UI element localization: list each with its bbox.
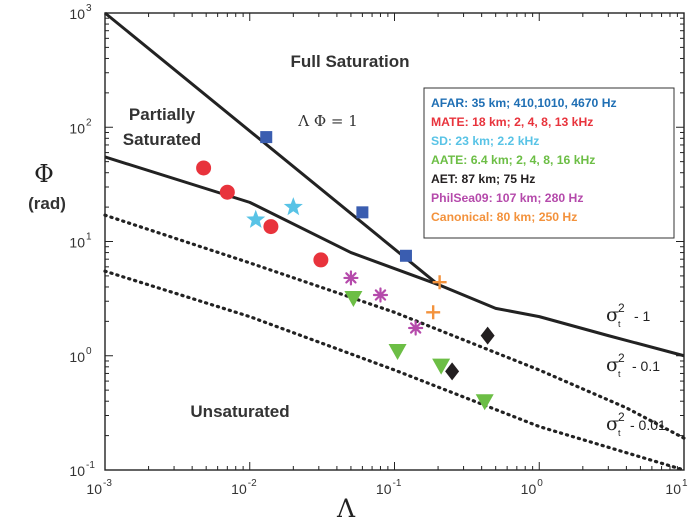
series-canonical (426, 275, 447, 320)
data-point-asterisk (343, 270, 359, 286)
y-axis-unit: (rad) (28, 194, 66, 213)
data-point-star (246, 209, 266, 228)
tick-labels: 10 -3 10 -2 10 -1 10 0 10 110 -110 010 110 210 3 (69, 3, 688, 497)
y-tick-exponent: 1 (86, 232, 92, 243)
y-tick-exponent: 0 (86, 346, 92, 357)
y-tick-label: 10 (69, 463, 85, 479)
curve-label-sigma-sup: 2 (618, 410, 625, 424)
legend-item: AET: 87 km; 75 Hz (431, 172, 535, 186)
data-point-asterisk (372, 287, 389, 303)
y-tick-label: 10 (69, 235, 85, 251)
plot-frame (104, 12, 685, 471)
legend-item: AATE: 6.4 km; 2, 4, 8, 16 kHz (431, 153, 595, 167)
legend: AFAR: 35 km; 410,1010, 4670 Hz MATE: 18 k… (423, 87, 675, 239)
legend-item: Canonical: 80 km; 250 Hz (431, 210, 577, 224)
curve-label-sigma-0-1: σ 2 t - 0.1 (606, 351, 660, 379)
data-point-triangle-down (475, 394, 494, 411)
x-axis-label: Λ (336, 494, 356, 523)
x-tick-exponent: -2 (248, 478, 257, 489)
data-point-circle (313, 252, 329, 268)
data-point-triangle-down (388, 344, 407, 361)
data-point-square (356, 206, 369, 219)
data-point-triangle-down (432, 358, 451, 375)
legend-item: PhilSea09: 107 km; 280 Hz (431, 191, 583, 205)
region-label-unsaturated: Unsaturated (190, 402, 289, 421)
data-point-diamond (480, 326, 495, 345)
data-point-diamond (445, 362, 460, 381)
legend-box (423, 87, 675, 239)
y-tick-label: 10 (69, 349, 85, 365)
curve-label-value: - 0.1 (632, 358, 660, 374)
boundary-line-solid (104, 11, 440, 286)
curve-label-sigma-symbol: σ (606, 413, 619, 435)
legend-item: MATE: 18 km; 2, 4, 8, 13 kHz (431, 115, 593, 129)
y-tick-exponent: 3 (86, 3, 92, 14)
series-philsea09 (343, 270, 424, 336)
curve-label-sigma-symbol: σ (606, 354, 619, 376)
x-tick-label: 10 (86, 481, 102, 497)
x-tick-label: 10 (376, 481, 392, 497)
legend-item: AFAR: 35 km; 410,1010, 4670 Hz (431, 96, 617, 110)
x-tick-exponent: 0 (537, 478, 543, 489)
curve-label-sigma-sub: t (618, 369, 621, 379)
y-tick-label: 10 (69, 120, 85, 136)
region-label-partially: Partially (129, 105, 196, 124)
curve-label-sigma-0-01: σ 2 t - 0.01 (606, 410, 666, 438)
y-tick-exponent: 2 (86, 117, 92, 128)
y-tick-exponent: -1 (86, 460, 95, 471)
curve-label-sigma-sub: t (618, 319, 621, 329)
data-point-square (399, 249, 412, 262)
x-tick-label: 10 (231, 481, 247, 497)
lambda-phi-label: Λ Φ = 1 (297, 112, 358, 130)
x-tick-exponent: 1 (682, 478, 688, 489)
curve-label-sigma-sub: t (618, 428, 621, 438)
data-point-circle (196, 160, 212, 176)
data-point-plus (432, 275, 447, 290)
data-point-star (283, 197, 303, 216)
series-aet (445, 326, 495, 381)
region-label-full-saturation: Full Saturation (291, 52, 410, 71)
boundary-line-dotted (103, 213, 686, 440)
region-label-saturated: Saturated (123, 130, 201, 149)
curve-label-value: - 0.01 (630, 417, 666, 433)
x-tick-label: 10 (665, 481, 681, 497)
data-point-plus (426, 305, 441, 320)
y-axis-label: Φ (34, 160, 54, 188)
data-point-circle (219, 184, 235, 200)
curve-label-sigma-symbol: σ (606, 304, 619, 326)
data-points (196, 131, 495, 411)
data-point-triangle-down (344, 291, 363, 308)
boundary-line-dotted (103, 269, 686, 472)
curve-label-sigma-sup: 2 (618, 301, 625, 315)
boundary-lines (103, 11, 686, 472)
data-point-square (260, 131, 273, 144)
x-tick-label: 10 (521, 481, 537, 497)
series-mate (196, 160, 329, 268)
legend-item: SD: 23 km; 2.2 kHz (431, 134, 539, 148)
data-point-asterisk (408, 320, 424, 336)
curve-label-sigma-sup: 2 (618, 351, 625, 365)
data-point-circle (263, 219, 279, 235)
curve-label-sigma-1: σ 2 t - 1 (606, 301, 651, 329)
boundary-line-solid (104, 155, 685, 358)
x-tick-exponent: -3 (103, 478, 112, 489)
y-tick-label: 10 (69, 6, 85, 22)
curve-label-value: - 1 (634, 308, 651, 324)
series-aate (344, 291, 494, 411)
series-sd (246, 197, 303, 228)
x-tick-exponent: -1 (393, 478, 402, 489)
series-afar (260, 131, 412, 262)
